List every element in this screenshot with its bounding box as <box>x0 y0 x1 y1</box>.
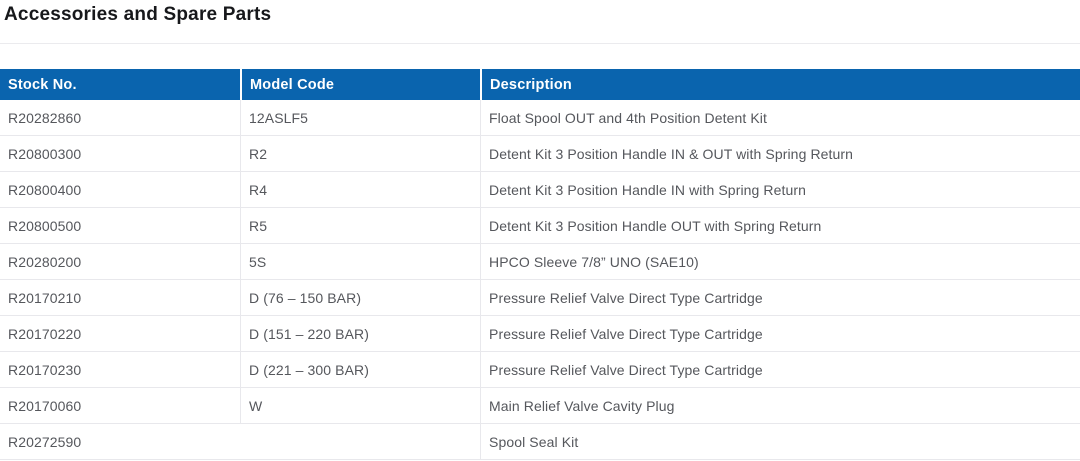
table-row: R20170060 W Main Relief Valve Cavity Plu… <box>0 388 1080 424</box>
page-title: Accessories and Spare Parts <box>4 4 272 25</box>
stock-no-cell: R20170230 <box>0 352 240 388</box>
column-header-model-code: Model Code <box>240 69 480 100</box>
table-row: R20170230 D (221 – 300 BAR) Pressure Rel… <box>0 352 1080 388</box>
table-row: R20272590 Spool Seal Kit <box>0 424 1080 460</box>
model-code-cell: D (221 – 300 BAR) <box>240 352 480 388</box>
model-code-cell: R2 <box>240 136 480 172</box>
model-code-cell: 5S <box>240 244 480 280</box>
description-cell: Pressure Relief Valve Direct Type Cartri… <box>480 352 1080 388</box>
table-row: R20170220 D (151 – 220 BAR) Pressure Rel… <box>0 316 1080 352</box>
column-header-stock-no: Stock No. <box>0 69 240 100</box>
model-code-cell: R4 <box>240 172 480 208</box>
stock-no-cell: R20170220 <box>0 316 240 352</box>
stock-no-cell: R20800400 <box>0 172 240 208</box>
model-code-cell: D (76 – 150 BAR) <box>240 280 480 316</box>
stock-no-cell: R20282860 <box>0 100 240 136</box>
accessories-spare-parts-table: Stock No. Model Code Description R202828… <box>0 69 1080 460</box>
description-cell: Pressure Relief Valve Direct Type Cartri… <box>480 280 1080 316</box>
table-row: R20280200 5S HPCO Sleeve 7/8” UNO (SAE10… <box>0 244 1080 280</box>
title-divider <box>0 43 1080 44</box>
stock-no-cell: R20272590 <box>0 424 480 460</box>
description-cell: Main Relief Valve Cavity Plug <box>480 388 1080 424</box>
table-row: R20800300 R2 Detent Kit 3 Position Handl… <box>0 136 1080 172</box>
model-code-cell: R5 <box>240 208 480 244</box>
stock-no-cell: R20800500 <box>0 208 240 244</box>
description-cell: HPCO Sleeve 7/8” UNO (SAE10) <box>480 244 1080 280</box>
table-row: R20800400 R4 Detent Kit 3 Position Handl… <box>0 172 1080 208</box>
description-cell: Float Spool OUT and 4th Position Detent … <box>480 100 1080 136</box>
description-cell: Detent Kit 3 Position Handle IN & OUT wi… <box>480 136 1080 172</box>
description-cell: Detent Kit 3 Position Handle OUT with Sp… <box>480 208 1080 244</box>
table-row: R20282860 12ASLF5 Float Spool OUT and 4t… <box>0 100 1080 136</box>
column-header-description: Description <box>480 69 1080 100</box>
model-code-cell: 12ASLF5 <box>240 100 480 136</box>
stock-no-cell: R20800300 <box>0 136 240 172</box>
stock-no-cell: R20170060 <box>0 388 240 424</box>
stock-no-cell: R20170210 <box>0 280 240 316</box>
model-code-cell: W <box>240 388 480 424</box>
table-row: R20170210 D (76 – 150 BAR) Pressure Reli… <box>0 280 1080 316</box>
description-cell: Spool Seal Kit <box>480 424 1080 460</box>
model-code-cell: D (151 – 220 BAR) <box>240 316 480 352</box>
description-cell: Detent Kit 3 Position Handle IN with Spr… <box>480 172 1080 208</box>
table-header-row: Stock No. Model Code Description <box>0 69 1080 100</box>
stock-no-cell: R20280200 <box>0 244 240 280</box>
table-row: R20800500 R5 Detent Kit 3 Position Handl… <box>0 208 1080 244</box>
description-cell: Pressure Relief Valve Direct Type Cartri… <box>480 316 1080 352</box>
